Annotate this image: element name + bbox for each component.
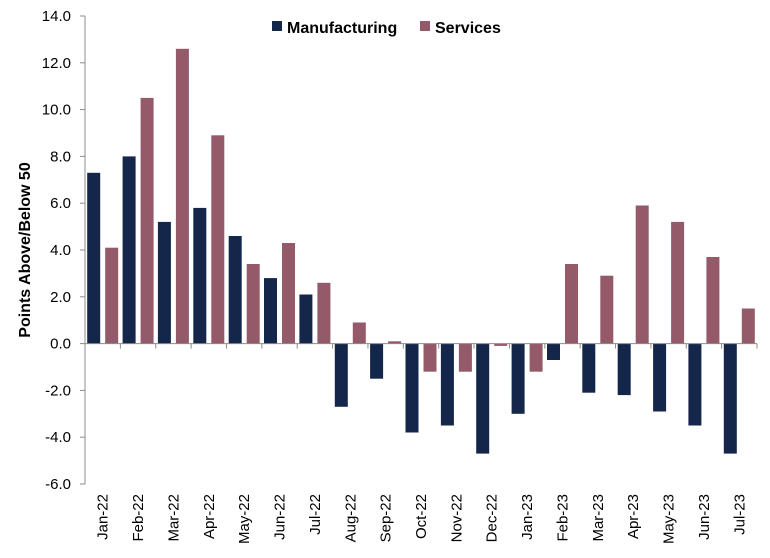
- y-axis-title: Points Above/Below 50: [17, 162, 34, 338]
- bar-manufacturing-oct-22: [405, 343, 419, 433]
- bar-manufacturing-may-22: [228, 236, 242, 344]
- x-tick-label: Jul-22: [307, 494, 324, 535]
- bar-services-nov-22: [458, 343, 472, 372]
- bar-services-mar-23: [600, 275, 614, 344]
- bar-manufacturing-apr-23: [617, 343, 631, 396]
- bar-manufacturing-jul-22: [299, 294, 313, 344]
- x-tick-label: Apr-22: [201, 494, 218, 539]
- legend-label-services: Services: [435, 20, 501, 37]
- bar-manufacturing-apr-22: [193, 207, 207, 344]
- bar-manufacturing-nov-22: [440, 343, 454, 426]
- bar-services-jan-23: [529, 343, 543, 372]
- bar-services-oct-22: [423, 343, 437, 372]
- legend-swatch-manufacturing: [272, 21, 282, 31]
- bar-manufacturing-sep-22: [370, 343, 384, 379]
- bar-manufacturing-jul-23: [723, 343, 737, 454]
- bar-manufacturing-mar-22: [157, 221, 171, 344]
- plot-area: [87, 48, 755, 454]
- bar-services-feb-22: [140, 97, 154, 344]
- x-tick-label: Mar-22: [165, 494, 182, 542]
- bar-services-aug-22: [352, 322, 366, 344]
- bar-manufacturing-jan-22: [87, 172, 101, 344]
- legend: Manufacturing Services: [272, 20, 501, 37]
- bar-services-mar-22: [175, 48, 189, 344]
- bar-manufacturing-feb-23: [547, 343, 560, 360]
- x-tick-label: Jul-23: [731, 494, 748, 535]
- bar-services-sep-22: [388, 341, 402, 344]
- x-tick-label: Jan-23: [519, 494, 536, 540]
- y-axis: -6.0 -4.0 -2.0 0.0 2.0 4.0 6.0 8.0 10.0 12.0 14.0: [42, 8, 86, 493]
- y-tick-label: 10.0: [42, 102, 71, 119]
- bar-manufacturing-mar-23: [582, 343, 596, 393]
- x-tick-label: Jun-23: [696, 494, 713, 540]
- x-tick-label: Nov-22: [448, 494, 465, 542]
- y-tick-label: 12.0: [42, 55, 71, 72]
- bar-manufacturing-aug-22: [334, 343, 348, 407]
- bar-services-dec-22: [494, 343, 508, 346]
- x-tick-label: Jun-22: [272, 494, 289, 540]
- bar-services-feb-23: [565, 264, 578, 344]
- y-tick-label: 0.0: [50, 336, 71, 353]
- legend-swatch-services: [420, 21, 430, 31]
- y-tick-label: 8.0: [50, 148, 71, 165]
- x-tick-label: Apr-23: [625, 494, 642, 539]
- bar-services-jun-23: [706, 257, 720, 344]
- y-tick-label: -2.0: [45, 382, 71, 399]
- bar-services-jan-22: [105, 247, 119, 344]
- y-tick-label: -4.0: [45, 429, 71, 446]
- legend-label-manufacturing: Manufacturing: [287, 20, 397, 37]
- y-tick-label: 2.0: [50, 289, 71, 306]
- x-tick-label: Oct-22: [413, 494, 430, 539]
- bar-manufacturing-jun-22: [264, 278, 277, 344]
- x-tick-label: Jan-22: [95, 494, 112, 540]
- x-tick-label: May-23: [661, 494, 678, 544]
- y-tick-label: 6.0: [50, 195, 71, 212]
- bar-services-may-22: [246, 264, 260, 344]
- x-tick-label: Feb-23: [554, 494, 571, 542]
- x-tick-label: Mar-23: [590, 494, 607, 542]
- bar-manufacturing-jun-23: [688, 343, 702, 426]
- bar-services-apr-23: [635, 205, 649, 344]
- bar-services-may-23: [671, 221, 685, 344]
- x-tick-label: Dec-22: [484, 494, 501, 542]
- bar-manufacturing-jan-23: [511, 343, 525, 414]
- x-tick-label: May-22: [236, 494, 253, 544]
- x-tick-label: Sep-22: [378, 494, 395, 542]
- bar-manufacturing-may-23: [653, 343, 667, 412]
- x-axis: Jan-22 Feb-22 Mar-22 Apr-22 May-22 Jun-22 Jul-…: [84, 343, 758, 544]
- bar-manufacturing-dec-22: [476, 343, 490, 454]
- y-tick-label: 14.0: [42, 8, 71, 25]
- y-tick-label: 4.0: [50, 242, 71, 259]
- bar-services-jul-22: [317, 282, 331, 344]
- y-tick-label: -6.0: [45, 476, 71, 493]
- bar-services-jun-22: [282, 243, 295, 344]
- bar-services-apr-22: [211, 135, 225, 344]
- bar-manufacturing-feb-22: [122, 156, 136, 344]
- x-tick-label: Aug-22: [342, 494, 359, 542]
- x-tick-label: Feb-22: [130, 494, 147, 542]
- bar-services-jul-23: [741, 308, 755, 344]
